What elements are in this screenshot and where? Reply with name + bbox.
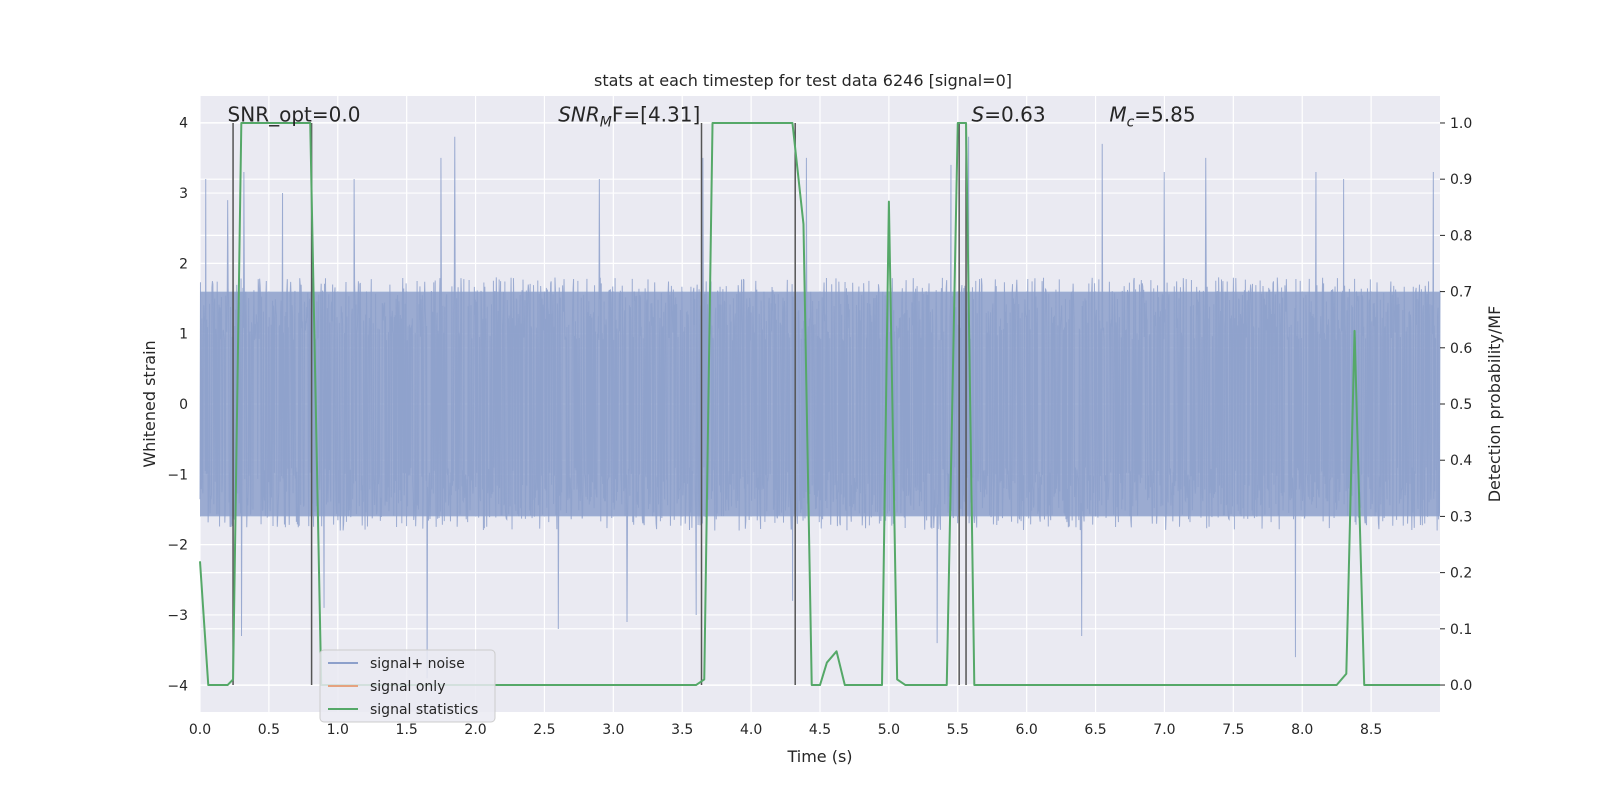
y-right-tick-label-1: 0.9 bbox=[1450, 172, 1472, 188]
y-right-tick-label-10: 0.0 bbox=[1450, 678, 1472, 694]
x-tick-label-7: 3.5 bbox=[671, 722, 693, 738]
left-axis-label: Whitened strain bbox=[140, 340, 159, 467]
y-right-tick-label-2: 0.8 bbox=[1450, 228, 1472, 244]
y-right-tick-label-9: 0.1 bbox=[1450, 622, 1472, 638]
y-right-tick-label-6: 0.4 bbox=[1450, 453, 1472, 469]
x-tick-label-13: 6.5 bbox=[1084, 722, 1106, 738]
x-tick-label-4: 2.0 bbox=[464, 722, 486, 738]
y-left-tick-label-7: −3 bbox=[167, 608, 188, 624]
x-tick-label-6: 3.0 bbox=[602, 722, 624, 738]
y-left-tick-label-5: −1 bbox=[167, 467, 188, 483]
x-tick-label-3: 1.5 bbox=[396, 722, 418, 738]
x-tick-label-17: 8.5 bbox=[1360, 722, 1382, 738]
statistics-line bbox=[199, 121, 1440, 687]
y-left-tick-label-2: 2 bbox=[179, 256, 188, 272]
y-left-tick-label-1: 3 bbox=[179, 186, 188, 202]
y-left-tick-label-3: 1 bbox=[179, 327, 188, 343]
legend-label-noise: signal+ noise bbox=[370, 656, 465, 672]
annotation-snr-opt: SNR_opt=0.0 bbox=[228, 103, 361, 127]
x-tick-label-12: 6.0 bbox=[1016, 722, 1038, 738]
right-axis-ticks: 1.0 0.9 0.8 0.7 0.6 0.5 0.4 0.3 0.2 0.1 0.0 bbox=[1440, 116, 1472, 694]
noise-line bbox=[199, 136, 1441, 679]
annotations: SNR_opt=0.0 SNRMF=[4.31] S=0.63 Mc=5.85 bbox=[228, 103, 1196, 131]
annotation-s-stat: S=0.63 bbox=[972, 103, 1046, 127]
statistics-series bbox=[199, 121, 1440, 687]
annotation-mc: Mc=5.85 bbox=[1109, 103, 1195, 131]
legend-label-statistics: signal statistics bbox=[370, 702, 478, 718]
x-tick-label-5: 2.5 bbox=[533, 722, 555, 738]
x-tick-label-10: 5.0 bbox=[878, 722, 900, 738]
x-axis-label: Time (s) bbox=[786, 747, 852, 766]
x-axis-ticks: 0.0 0.5 1.0 1.5 2.0 2.5 3.0 3.5 4.0 4.5 5.0 5.5 6.0 6… bbox=[189, 722, 1382, 738]
y-right-tick-label-3: 0.7 bbox=[1450, 285, 1472, 301]
left-axis-ticks: 4 3 2 1 0 −1 −2 −3 −4 bbox=[167, 116, 188, 695]
x-tick-label-2: 1.0 bbox=[327, 722, 349, 738]
y-right-tick-label-0: 1.0 bbox=[1450, 116, 1472, 132]
y-right-tick-label-7: 0.3 bbox=[1450, 509, 1472, 525]
event-markers bbox=[232, 122, 967, 686]
x-tick-label-16: 8.0 bbox=[1291, 722, 1313, 738]
legend-label-signal: signal only bbox=[370, 679, 445, 695]
y-left-tick-label-6: −2 bbox=[167, 538, 188, 554]
y-right-tick-label-8: 0.2 bbox=[1450, 566, 1472, 582]
legend: signal+ noise signal only signal statist… bbox=[319, 649, 496, 723]
y-left-tick-label-4: 0 bbox=[179, 397, 188, 413]
x-tick-label-11: 5.5 bbox=[947, 722, 969, 738]
noise-series bbox=[199, 136, 1441, 679]
y-right-tick-label-5: 0.5 bbox=[1450, 397, 1472, 413]
x-tick-label-15: 7.5 bbox=[1222, 722, 1244, 738]
legend-box bbox=[319, 649, 496, 723]
y-right-tick-label-4: 0.6 bbox=[1450, 341, 1472, 357]
annotation-snr-mf: SNRMF=[4.31] bbox=[558, 103, 700, 131]
x-tick-label-1: 0.5 bbox=[258, 722, 280, 738]
chart-title: stats at each timestep for test data 624… bbox=[594, 71, 1012, 90]
x-tick-label-0: 0.0 bbox=[189, 722, 211, 738]
y-left-tick-label-8: −4 bbox=[167, 678, 188, 694]
x-tick-label-14: 7.0 bbox=[1153, 722, 1175, 738]
y-left-tick-label-0: 4 bbox=[179, 116, 188, 132]
right-axis-label: Detection probability/MF bbox=[1485, 306, 1504, 503]
x-tick-label-8: 4.0 bbox=[740, 722, 762, 738]
x-tick-label-9: 4.5 bbox=[809, 722, 831, 738]
